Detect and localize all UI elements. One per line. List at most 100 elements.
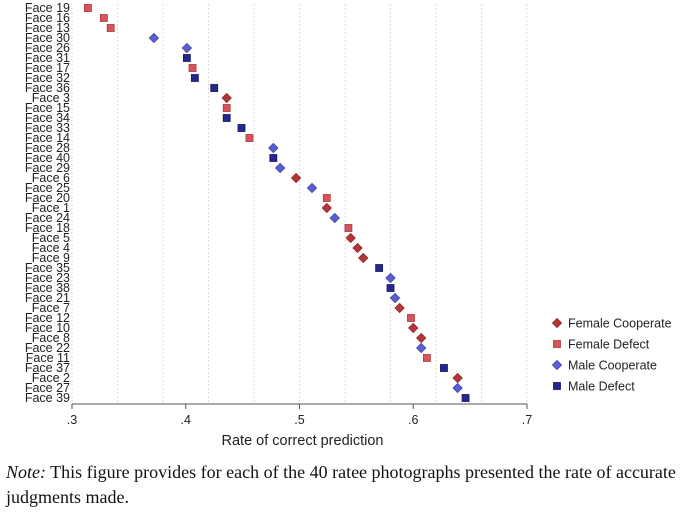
face-label: Face 8 [32, 331, 70, 345]
face-label: Face 32 [25, 71, 70, 85]
legend-marker [553, 382, 561, 390]
data-point [190, 74, 199, 82]
legend-marker [553, 340, 561, 348]
legend-label: Male Cooperate [568, 359, 657, 373]
data-point [237, 124, 246, 132]
data-point [210, 84, 219, 92]
legend-marker [551, 317, 563, 329]
data-point [408, 322, 419, 334]
face-label: Face 24 [25, 211, 70, 225]
data-point [322, 194, 331, 202]
data-point [148, 32, 160, 44]
data-point [452, 382, 463, 394]
face-label: Face 27 [25, 381, 70, 395]
face-label: Face 31 [25, 51, 70, 65]
data-point [182, 54, 191, 62]
note-label: Note: [6, 462, 46, 482]
data-point [274, 162, 286, 174]
face-label: Face 12 [25, 311, 70, 325]
data-point [452, 372, 463, 384]
data-point [222, 104, 231, 112]
legend-label: Female Defect [568, 338, 650, 352]
data-point [345, 232, 356, 244]
data-point [181, 42, 193, 54]
data-points [84, 4, 470, 402]
data-point [222, 114, 231, 122]
face-label: Face 19 [25, 1, 70, 15]
data-point [386, 284, 395, 292]
face-label: Face 40 [25, 151, 70, 165]
face-label: Face 1 [32, 201, 70, 215]
face-label: Face 28 [25, 141, 70, 155]
data-point [84, 4, 92, 12]
face-label: Face 4 [32, 241, 70, 255]
face-label: Face 11 [26, 351, 70, 365]
x-axis: .3 .4 .5 .6 .7 [67, 403, 532, 427]
data-point [422, 354, 431, 362]
data-point [375, 264, 384, 272]
data-point [416, 342, 427, 354]
x-axis-title: Rate of correct prediction [222, 433, 384, 449]
x-tick-label: .7 [522, 413, 532, 427]
data-point [106, 24, 115, 32]
data-point [352, 242, 363, 254]
data-point [329, 212, 340, 224]
data-point [269, 154, 278, 162]
face-label: Face 14 [25, 131, 70, 145]
legend-marker [551, 359, 563, 371]
data-point [245, 134, 254, 142]
face-label: Face 3 [32, 91, 70, 105]
figure-note: Note: This figure provides for each of t… [6, 460, 676, 510]
face-label: Face 26 [25, 41, 70, 55]
face-label: Face 29 [25, 161, 70, 175]
x-tick-label: .3 [67, 413, 77, 427]
face-label: Face 37 [25, 361, 70, 375]
gridlines [71, 4, 528, 402]
face-label: Face 39 [25, 391, 70, 405]
face-label: Face 13 [25, 21, 70, 35]
face-label: Face 38 [25, 281, 70, 295]
data-point [306, 182, 318, 194]
face-label: Face 9 [32, 251, 70, 265]
data-point [385, 272, 396, 284]
face-label: Face 34 [25, 111, 70, 125]
face-label: Face 33 [25, 121, 70, 135]
face-label: Face 17 [25, 61, 70, 75]
data-point [358, 252, 369, 264]
data-point [389, 292, 401, 304]
data-point [407, 314, 415, 322]
face-label: Face 36 [25, 81, 70, 95]
data-point [221, 92, 232, 104]
data-point [321, 202, 332, 214]
face-label: Face 16 [25, 11, 70, 25]
face-label: Face 30 [25, 31, 70, 45]
data-point [290, 172, 302, 184]
legend: Female Cooperate Female Defect Male Cooper… [551, 317, 672, 394]
face-label: Face 22 [25, 341, 70, 355]
x-tick-label: .6 [408, 413, 418, 427]
data-point [188, 64, 197, 72]
face-label: Face 21 [25, 291, 70, 305]
legend-label: Female Cooperate [568, 317, 672, 331]
face-label: Face 18 [25, 221, 70, 235]
face-label: Face 35 [25, 261, 70, 275]
face-label: Face 5 [32, 231, 70, 245]
face-label: Face 2 [32, 371, 70, 385]
face-label: Face 7 [32, 301, 70, 315]
face-label: Face 10 [25, 321, 70, 335]
data-point [344, 224, 353, 232]
face-label: Face 23 [25, 271, 70, 285]
legend-label: Male Defect [568, 380, 635, 394]
note-text: This figure provides for each of the 40 … [6, 462, 676, 507]
face-label: Face 20 [25, 191, 70, 205]
face-label: Face 25 [25, 181, 70, 195]
data-point [416, 332, 427, 344]
data-point [394, 302, 405, 314]
data-point [440, 364, 448, 372]
face-label: Face 6 [32, 171, 70, 185]
data-point [99, 14, 108, 22]
data-point [268, 142, 279, 154]
face-label: Face 15 [25, 101, 70, 115]
